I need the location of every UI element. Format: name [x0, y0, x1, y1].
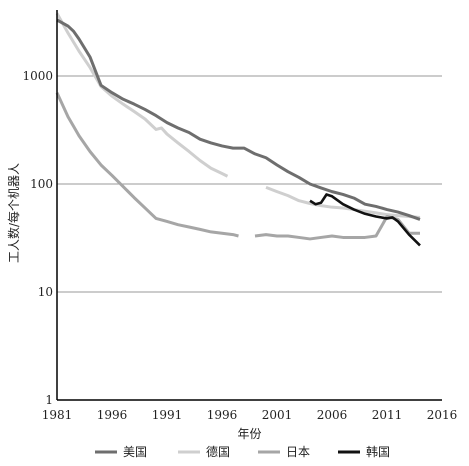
legend-label-韩国: 韩国 [366, 444, 390, 459]
x-tick-label-4: 2001 [262, 408, 293, 422]
legend-label-美国: 美国 [123, 445, 147, 459]
legend: 美国 德国 日本 韩国 [95, 444, 390, 459]
y-tick-labels: 1 10 100 1000 [22, 69, 53, 407]
legend-label-日本: 日本 [286, 445, 310, 459]
series-line-日本-0 [55, 92, 239, 238]
x-tick-label-1: 1996 [97, 408, 128, 422]
series-line-韩国-0 [309, 193, 421, 247]
series-line-美国-0 [56, 18, 421, 221]
x-tick-label-7: 2016 [427, 408, 458, 422]
series-line-德国-1 [265, 185, 421, 219]
x-tick-label-2: 1991 [152, 408, 183, 422]
y-tick-label-1000: 1000 [22, 69, 53, 83]
x-tick-label-6: 2011 [372, 408, 403, 422]
y-axis-title: 工人数/每个机器人 [6, 163, 21, 263]
y-tick-label-10: 10 [38, 285, 53, 299]
y-tick-label-1: 1 [45, 393, 53, 407]
y-tick-label-100: 100 [30, 177, 53, 191]
x-tick-label-5: 2006 [317, 408, 348, 422]
legend-label-德国: 德国 [206, 444, 230, 459]
grid-layer [57, 75, 442, 293]
series-layer [55, 12, 421, 247]
x-tick-label-0: 1981 [42, 408, 73, 422]
axis-layer [56, 10, 442, 401]
x-tick-labels: 1981 1996 1991 1996 2001 2006 2011 2016 [42, 408, 458, 422]
x-tick-label-3: 1996 [207, 408, 238, 422]
x-axis-title: 年份 [237, 427, 261, 441]
series-line-德国-0 [55, 12, 229, 178]
